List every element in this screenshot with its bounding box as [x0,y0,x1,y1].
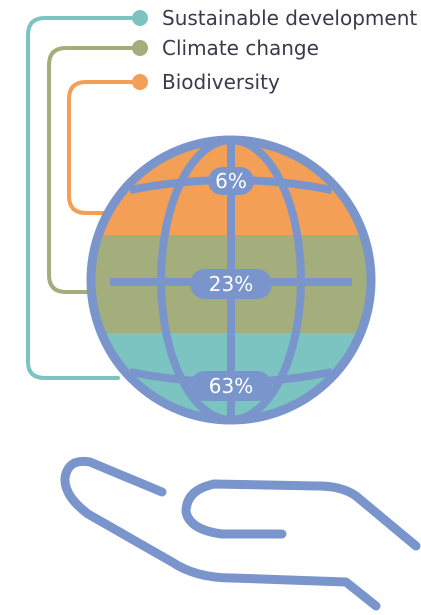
legend-label: Biodiversity [162,70,280,94]
percent-label-climate-change: 23% [190,269,272,299]
legend-label: Sustainable development [162,6,417,30]
open-hand-icon [60,456,421,611]
globe-outline [86,135,376,425]
legend-dot [132,40,148,56]
percent-value: 63% [209,374,253,398]
legend-connectors [26,16,142,380]
legend-label: Climate change [162,36,319,60]
percent-label-sustainable-development: 63% [190,371,272,401]
percent-value: 6% [215,169,247,193]
percent-pill [190,371,272,401]
percent-pill [190,269,272,299]
connector-biodiversity [67,80,142,215]
legend: Sustainable development Climate change B… [132,6,417,94]
connector-sustainable-development [26,16,142,380]
legend-item-climate-change: Climate change [132,36,319,60]
percent-label-biodiversity: 6% [208,167,254,195]
connector-climate-change [47,46,142,294]
percent-value: 23% [209,272,253,296]
legend-dot [132,74,148,90]
globe-icon: 6% 23% 63% [86,135,376,425]
legend-item-sustainable-development: Sustainable development [132,6,417,30]
percent-pill [208,167,254,195]
legend-item-biodiversity: Biodiversity [132,70,280,94]
legend-dot [132,10,148,26]
